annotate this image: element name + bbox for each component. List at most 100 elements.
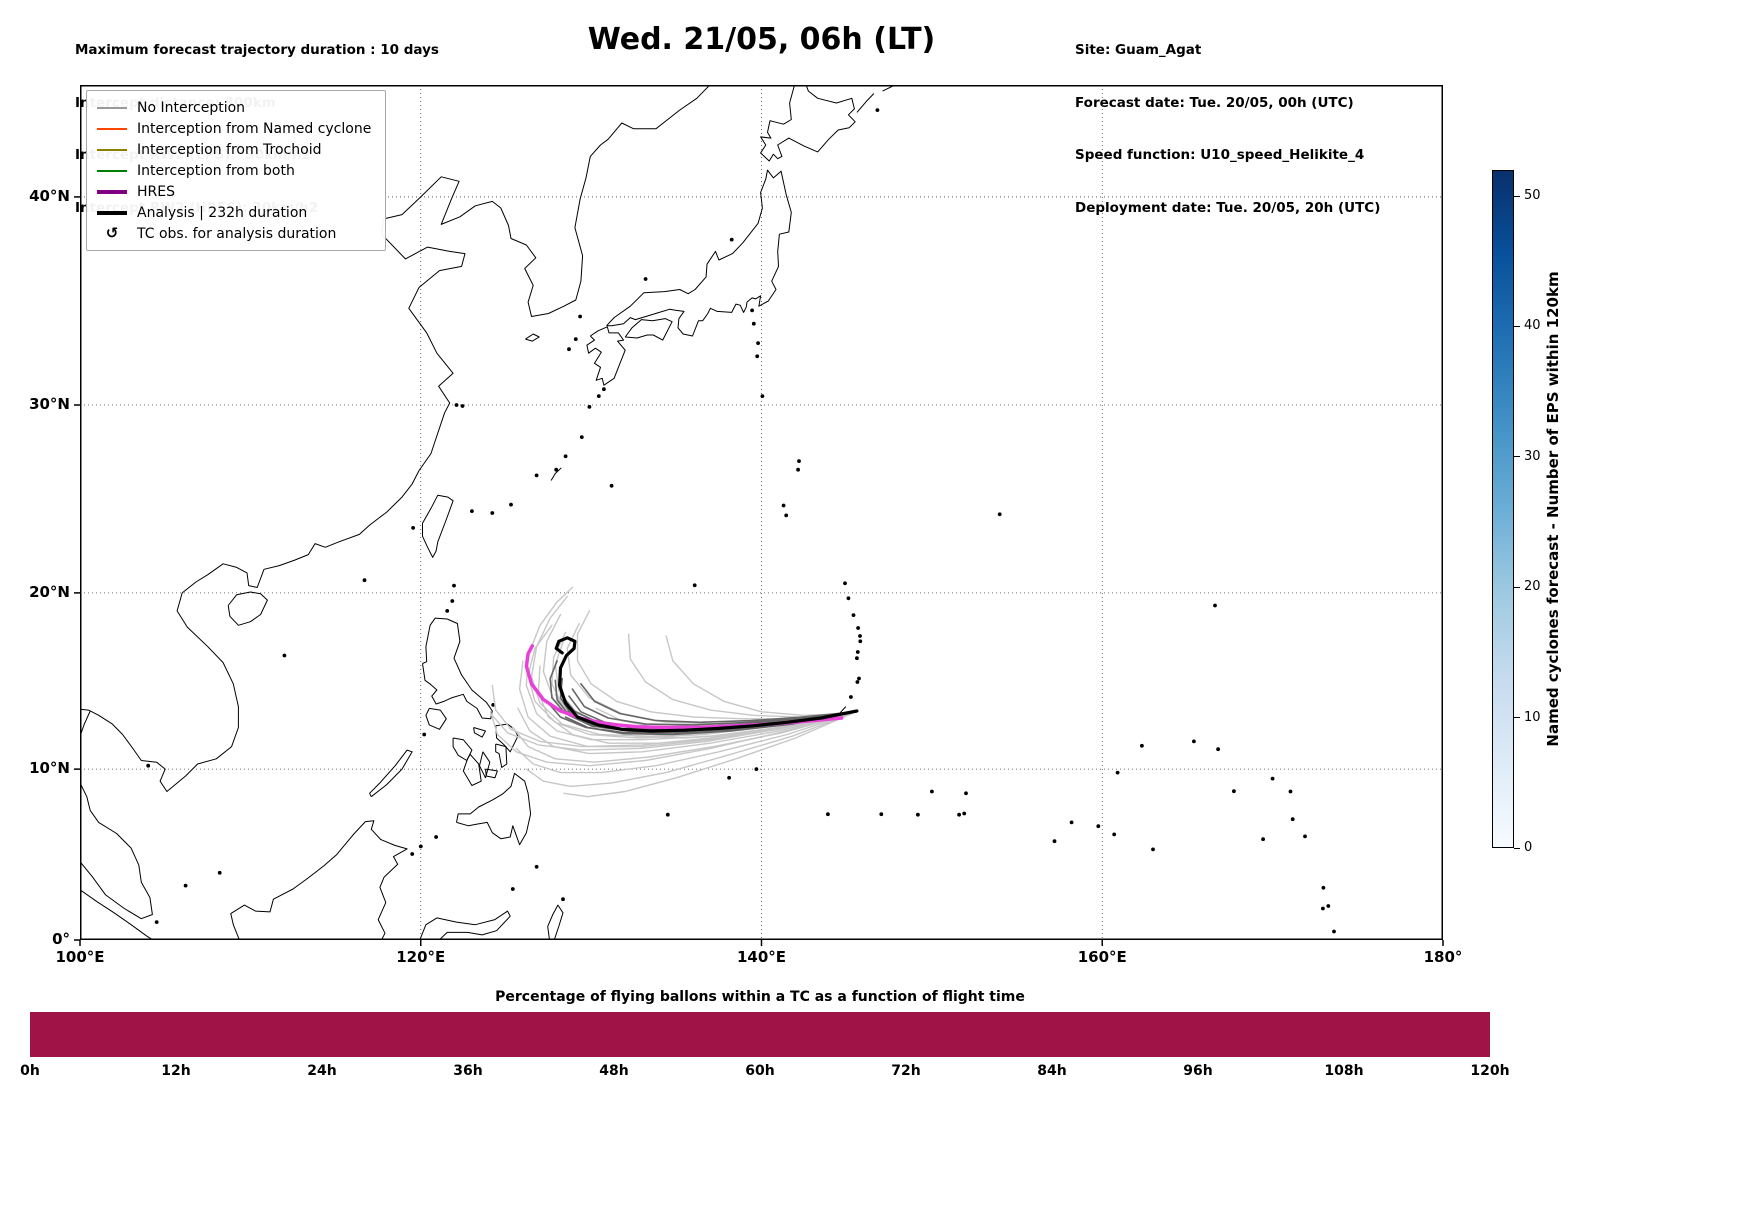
bottom-x-tick-label: 72h xyxy=(891,1063,921,1079)
legend-label: TC obs. for analysis duration xyxy=(137,225,337,242)
eps-member-track-light xyxy=(489,712,853,751)
trajectory-map: No Interception Interception from Named … xyxy=(74,85,1444,946)
coastline xyxy=(586,326,626,386)
legend-label: No Interception xyxy=(137,99,246,116)
eps-member-track-light xyxy=(542,613,853,732)
colorbar-tick-label: 30 xyxy=(1524,448,1541,464)
island-dot xyxy=(755,354,760,359)
island-dot xyxy=(1052,839,1057,844)
island-dot xyxy=(858,634,862,638)
eps-member-track-light xyxy=(515,712,853,774)
island-dot xyxy=(450,599,455,603)
bottom-x-tick-label: 84h xyxy=(1037,1063,1067,1079)
island-dot xyxy=(875,108,880,112)
island-dot xyxy=(858,639,863,644)
coastline xyxy=(80,710,91,737)
island-dot xyxy=(1112,832,1117,837)
coastline xyxy=(422,617,493,720)
coastline xyxy=(230,820,408,940)
island-dot xyxy=(751,321,756,326)
bottom-x-tick-label: 24h xyxy=(307,1063,337,1079)
island-dot xyxy=(1290,817,1295,822)
island-dot xyxy=(784,513,789,518)
island-dot xyxy=(849,695,853,699)
eps-member-track-light xyxy=(627,633,853,718)
bottom-x-tick-label: 36h xyxy=(453,1063,483,1079)
analysis-line-swatch xyxy=(97,210,127,215)
island-dot xyxy=(445,609,450,613)
colorbar xyxy=(1492,170,1514,848)
coastline xyxy=(525,333,540,342)
legend-item-both: Interception from both xyxy=(97,162,371,179)
eps-member-track-light xyxy=(576,610,853,720)
island-dot xyxy=(1326,904,1331,908)
eps-member-track-light xyxy=(525,712,853,788)
coastline xyxy=(425,707,447,730)
x-tick-label: 180° xyxy=(1423,948,1463,966)
island-dot xyxy=(851,613,856,617)
island-dot xyxy=(727,775,731,780)
island-dot xyxy=(643,277,648,281)
coastline xyxy=(369,749,413,798)
info-speed-function: Speed function: U10_speed_Helikite_4 xyxy=(1075,147,1365,163)
island-dot xyxy=(1303,834,1307,839)
legend-label: Analysis | 232h duration xyxy=(137,204,308,221)
island-dot xyxy=(460,404,465,408)
legend-item-analysis: Analysis | 232h duration xyxy=(97,204,371,221)
island-dot xyxy=(750,308,754,313)
island-dot xyxy=(855,656,859,661)
balloon-percentage-bar xyxy=(30,1012,1490,1057)
trochoid-line-swatch xyxy=(97,148,127,151)
eps-member-track-light xyxy=(491,684,853,748)
colorbar-tick-mark xyxy=(1514,847,1520,849)
island-dot xyxy=(282,653,287,658)
colorbar-tick-label: 20 xyxy=(1524,579,1541,595)
island-dot xyxy=(1069,820,1074,825)
map-frame xyxy=(80,85,1443,940)
colorbar-tick-mark xyxy=(1514,325,1520,327)
island-dot xyxy=(916,812,920,817)
island-dot xyxy=(534,473,539,478)
island-dot xyxy=(609,483,614,488)
island-dot xyxy=(843,581,847,586)
island-dot xyxy=(754,767,759,771)
coastline xyxy=(485,768,498,779)
island-dot xyxy=(154,920,159,924)
island-dot xyxy=(418,844,423,849)
map-canvas xyxy=(74,85,1444,946)
island-dot xyxy=(452,583,456,588)
eps-member-track-light xyxy=(563,712,853,798)
island-dot xyxy=(1288,789,1293,794)
eps-member-track-dark xyxy=(571,688,856,726)
legend-item-no-interception: No Interception xyxy=(97,99,371,116)
island-dot xyxy=(217,870,222,875)
island-dot xyxy=(857,676,861,681)
colorbar-tick-label: 0 xyxy=(1524,840,1533,855)
x-tick-label: 100°E xyxy=(55,948,105,966)
island-dot xyxy=(760,394,765,398)
island-dot xyxy=(411,526,415,530)
eps-member-track-light xyxy=(525,586,853,741)
island-dot xyxy=(561,897,565,902)
island-dot xyxy=(856,626,860,630)
island-dot xyxy=(596,394,601,398)
y-tick-label: 30°N xyxy=(29,394,70,413)
coastline xyxy=(419,910,511,940)
island-dot xyxy=(855,680,860,684)
island-dot xyxy=(781,503,786,508)
coastline xyxy=(456,772,532,846)
island-dot xyxy=(729,237,734,242)
island-dot xyxy=(1321,906,1325,911)
legend-item-trochoid: Interception from Trochoid xyxy=(97,141,371,158)
y-tick-label: 10°N xyxy=(29,759,70,778)
island-dot xyxy=(1151,847,1155,852)
island-dot xyxy=(602,387,606,392)
coastline xyxy=(473,727,486,738)
island-dot xyxy=(454,403,459,407)
island-dot xyxy=(1232,789,1236,794)
analysis-track xyxy=(554,636,859,733)
island-dot xyxy=(997,512,1002,517)
island-dot xyxy=(490,511,495,515)
island-dot xyxy=(509,502,513,507)
